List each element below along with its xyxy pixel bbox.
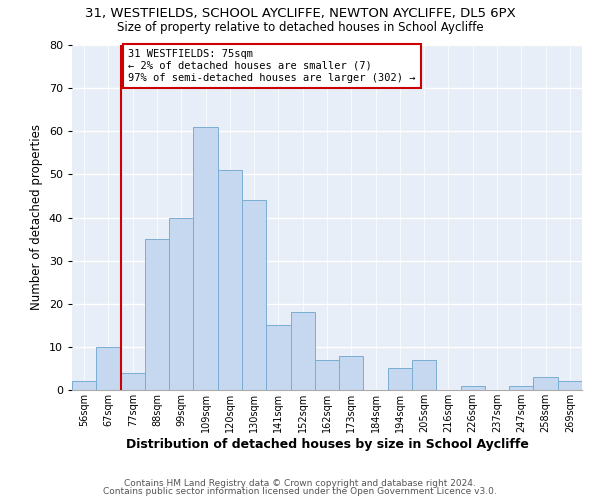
- Bar: [96, 347, 121, 390]
- Bar: [242, 200, 266, 390]
- X-axis label: Distribution of detached houses by size in School Aycliffe: Distribution of detached houses by size …: [125, 438, 529, 450]
- Bar: [72, 382, 96, 390]
- Text: 31, WESTFIELDS, SCHOOL AYCLIFFE, NEWTON AYCLIFFE, DL5 6PX: 31, WESTFIELDS, SCHOOL AYCLIFFE, NEWTON …: [85, 8, 515, 20]
- Text: Contains HM Land Registry data © Crown copyright and database right 2024.: Contains HM Land Registry data © Crown c…: [124, 478, 476, 488]
- Bar: [145, 239, 169, 390]
- Bar: [388, 368, 412, 390]
- Bar: [509, 386, 533, 390]
- Bar: [218, 170, 242, 390]
- Text: Contains public sector information licensed under the Open Government Licence v3: Contains public sector information licen…: [103, 487, 497, 496]
- Bar: [533, 377, 558, 390]
- Bar: [290, 312, 315, 390]
- Bar: [121, 373, 145, 390]
- Bar: [266, 326, 290, 390]
- Bar: [169, 218, 193, 390]
- Bar: [558, 382, 582, 390]
- Text: Size of property relative to detached houses in School Aycliffe: Size of property relative to detached ho…: [116, 21, 484, 34]
- Bar: [461, 386, 485, 390]
- Bar: [315, 360, 339, 390]
- Y-axis label: Number of detached properties: Number of detached properties: [30, 124, 43, 310]
- Text: 31 WESTFIELDS: 75sqm
← 2% of detached houses are smaller (7)
97% of semi-detache: 31 WESTFIELDS: 75sqm ← 2% of detached ho…: [128, 50, 415, 82]
- Bar: [412, 360, 436, 390]
- Bar: [193, 127, 218, 390]
- Bar: [339, 356, 364, 390]
